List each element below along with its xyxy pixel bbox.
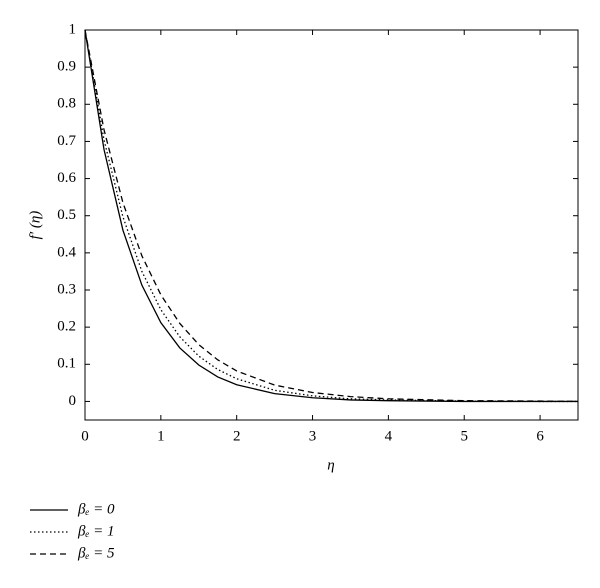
x-axis-label: η bbox=[327, 457, 334, 473]
y-tick-label: 1 bbox=[69, 21, 77, 37]
y-tick-label: 0.8 bbox=[57, 96, 76, 112]
y-tick-label: 0.2 bbox=[57, 319, 76, 335]
y-tick-label: 0.3 bbox=[57, 281, 76, 297]
x-tick-label: 6 bbox=[536, 428, 544, 444]
series-line bbox=[84, 29, 578, 403]
legend-label: βₑ = 5 bbox=[77, 545, 115, 561]
y-tick-label: 0 bbox=[69, 393, 77, 409]
y-tick-label: 0.5 bbox=[57, 207, 76, 223]
x-tick-label: 2 bbox=[233, 428, 241, 444]
x-tick-label: 4 bbox=[385, 428, 393, 444]
series-line bbox=[84, 29, 579, 403]
y-tick-label: 0.1 bbox=[57, 356, 76, 372]
x-tick-label: 0 bbox=[81, 428, 89, 444]
legend-label: βₑ = 1 bbox=[77, 523, 115, 539]
x-tick-label: 5 bbox=[460, 428, 468, 444]
y-tick-label: 0.4 bbox=[57, 244, 76, 260]
y-tick-label: 0.6 bbox=[57, 170, 76, 186]
y-axis-label: f′ (η) bbox=[27, 211, 43, 240]
y-tick-label: 0.9 bbox=[57, 59, 76, 75]
legend-label: βₑ = 0 bbox=[77, 501, 115, 517]
x-tick-label: 1 bbox=[157, 428, 165, 444]
plot-frame bbox=[84, 29, 579, 421]
series-line bbox=[84, 29, 578, 403]
y-tick-label: 0.7 bbox=[57, 133, 76, 149]
x-tick-label: 3 bbox=[309, 428, 317, 444]
